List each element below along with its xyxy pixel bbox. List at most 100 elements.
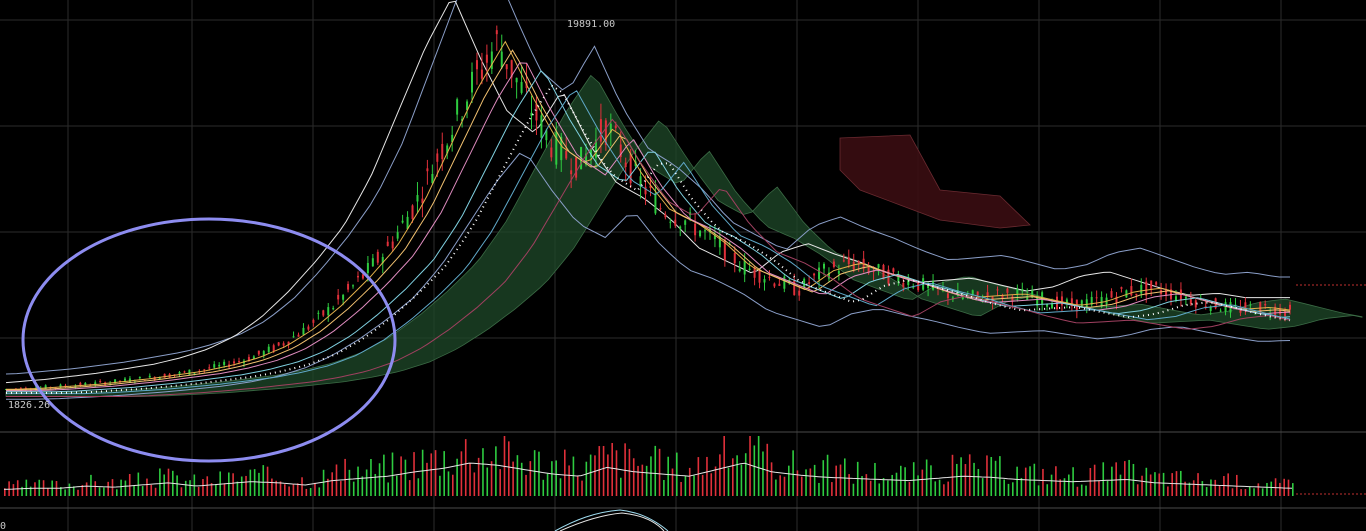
volume-bar <box>1167 486 1169 496</box>
volume-bar <box>869 480 872 496</box>
candle-body <box>371 258 374 267</box>
volume-bar <box>719 454 721 496</box>
volume-bar <box>632 458 635 496</box>
candle-body <box>644 186 647 195</box>
volume-bar <box>77 489 79 496</box>
volume-bar <box>361 476 364 496</box>
volume-bar <box>1037 485 1040 496</box>
volume-bar <box>184 480 187 496</box>
volume-bar <box>331 472 333 496</box>
volume-bar <box>852 483 855 496</box>
volume-bar <box>1059 479 1061 496</box>
volume-bar <box>1098 480 1100 496</box>
volume-bar <box>753 445 756 496</box>
candle-body <box>778 283 781 286</box>
volume-bar <box>413 452 415 496</box>
candle-body <box>659 208 662 210</box>
volume-bar <box>275 480 277 496</box>
candle-body <box>773 283 776 287</box>
volume-bar <box>723 436 725 496</box>
volume-bar <box>930 465 932 496</box>
volume-bar <box>98 487 101 496</box>
candle-body <box>624 162 627 168</box>
volume-bar <box>968 454 971 496</box>
volume-bar <box>124 480 127 496</box>
volume-bar <box>193 474 196 496</box>
volume-bar <box>1024 467 1027 496</box>
volume-bar <box>564 449 566 496</box>
volume-bar <box>452 474 454 496</box>
candle-body <box>927 283 930 289</box>
volume-bar <box>637 465 639 496</box>
volume-bar <box>934 481 937 496</box>
volume-bar <box>120 479 122 496</box>
candle-body <box>366 262 369 274</box>
candle-body <box>312 319 315 323</box>
volume-bar <box>568 465 570 496</box>
ma-fast <box>6 40 1291 390</box>
candle-body <box>406 216 409 230</box>
volume-bar <box>848 474 850 496</box>
volume-bar <box>1016 466 1018 496</box>
candle-body <box>317 312 320 314</box>
candle-body <box>649 185 652 188</box>
candle-body <box>510 60 513 78</box>
volume-bar <box>1192 480 1195 496</box>
candle-body <box>956 290 959 297</box>
candle-body <box>1145 281 1148 296</box>
volume-bar <box>1154 472 1156 496</box>
candle-body <box>485 54 488 63</box>
volume-bar <box>240 476 243 496</box>
volume-bar <box>861 476 863 496</box>
volume-bar <box>232 473 234 496</box>
volume-bar <box>8 481 10 496</box>
volume-bar <box>1115 462 1117 496</box>
candle-body <box>257 350 260 355</box>
candle-body <box>411 205 414 219</box>
volume-bar <box>482 448 484 496</box>
volume-bar <box>146 478 148 496</box>
volume-bar <box>116 489 118 496</box>
candle-body <box>475 60 478 70</box>
candle-body <box>1120 287 1123 289</box>
volume-bar <box>925 459 928 496</box>
low-price-label: 1826.26 <box>8 400 50 411</box>
volume-bar <box>598 446 601 496</box>
volume-bar <box>1257 483 1260 496</box>
volume-bar <box>667 456 669 496</box>
candle-body <box>148 375 151 378</box>
volume-bar <box>835 465 837 496</box>
volume-bar <box>103 487 105 496</box>
candle-body <box>555 132 558 165</box>
candle-body <box>446 145 449 154</box>
volume-bar <box>546 473 549 496</box>
candle-body <box>892 268 895 272</box>
volume-bar <box>1184 481 1186 496</box>
volume-bar <box>456 458 458 496</box>
volume-bar <box>1102 462 1105 496</box>
volume-bar <box>1261 488 1264 496</box>
volume-bar <box>1063 478 1066 496</box>
candle-body <box>1244 302 1247 311</box>
volume-bar <box>1248 486 1251 496</box>
volume-bar <box>973 462 975 496</box>
candle-body <box>545 130 548 141</box>
ma-slow <box>6 70 1291 393</box>
volume-bar <box>499 469 501 496</box>
volume-bar <box>374 473 377 496</box>
candle-body <box>376 251 379 263</box>
candle-body <box>426 168 429 172</box>
candle-body <box>743 260 746 275</box>
candle-body <box>585 153 588 165</box>
candle-body <box>327 307 330 316</box>
volume-bar <box>607 454 609 496</box>
volume-bar <box>387 482 389 496</box>
volume-bar <box>128 474 131 496</box>
volume-bar <box>1162 472 1165 496</box>
volume-bar <box>288 486 290 496</box>
volume-bar <box>792 450 794 496</box>
volume-bar <box>469 462 471 496</box>
volume-bar <box>150 484 153 496</box>
volume-bar <box>766 443 769 496</box>
